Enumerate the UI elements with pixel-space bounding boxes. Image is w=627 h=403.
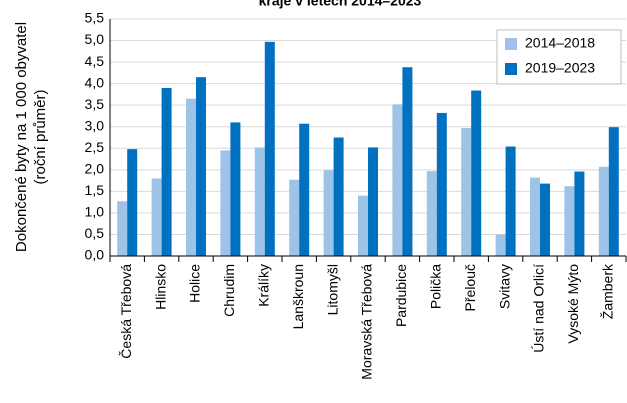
bar	[402, 67, 413, 257]
x-tick-label: Pardubice	[393, 264, 409, 327]
x-tick-label: Polička	[428, 264, 444, 309]
bar	[358, 195, 368, 256]
legend-box	[496, 29, 622, 85]
bar	[127, 149, 138, 256]
y-axis-label: (roční průměr)	[32, 89, 49, 184]
bar	[289, 179, 300, 256]
y-tick-label: 1,0	[85, 204, 105, 220]
bar	[495, 234, 506, 256]
x-tick-label: Lanškroun	[290, 264, 306, 329]
bar	[151, 178, 162, 256]
legend-swatch	[505, 38, 517, 50]
y-tick-label: 2,0	[85, 161, 105, 177]
y-tick-label: 0,0	[85, 247, 105, 263]
y-tick-label: 5,5	[85, 10, 105, 26]
bar	[299, 123, 310, 256]
bar	[230, 122, 241, 256]
x-tick-label: Přelouč	[462, 264, 478, 311]
y-tick-label: 4,0	[85, 74, 105, 90]
x-tick-label: Hlinsko	[152, 264, 168, 310]
x-tick-label: Svitavy	[496, 264, 512, 309]
bar	[530, 177, 540, 256]
bar	[161, 87, 172, 256]
x-tick-label: Moravská Třebová	[359, 264, 375, 380]
bar	[186, 98, 196, 256]
bar	[564, 186, 575, 256]
y-tick-label: 2,5	[85, 139, 105, 155]
bar	[540, 183, 550, 256]
x-tick-label: Chrudim	[221, 264, 237, 317]
bar	[333, 137, 344, 256]
bar	[426, 171, 437, 256]
bar	[196, 77, 206, 256]
y-tick-label: 5,0	[85, 31, 105, 47]
legend-label: 2014–2018	[525, 35, 595, 51]
y-tick-label: 4,5	[85, 53, 105, 69]
bar	[471, 90, 482, 256]
x-tick-label: Holice	[187, 264, 203, 303]
bar	[323, 170, 334, 256]
bar	[264, 41, 275, 256]
y-tick-label: 1,5	[85, 182, 105, 198]
y-tick-label: 3,0	[85, 117, 105, 133]
x-tick-label: Žamberk	[600, 263, 616, 319]
bar	[368, 147, 378, 256]
bar	[598, 166, 609, 256]
x-tick-label: Česká Třebová	[118, 264, 134, 359]
x-tick-label: Vysoké Mýto	[565, 264, 581, 344]
y-tick-label: 3,5	[85, 96, 105, 112]
x-tick-label: Králíky	[256, 264, 272, 307]
bar	[220, 150, 231, 256]
chart-title: kraje v letech 2014–2023	[259, 0, 422, 9]
x-tick-label: Ústí nad Orlicí	[531, 264, 547, 353]
x-tick-label: Litomyšl	[324, 264, 340, 315]
legend-label: 2019–2023	[525, 60, 595, 76]
y-axis-label: Dokončené byty na 1 000 obyvatel	[13, 22, 30, 252]
bar	[254, 147, 265, 256]
bar	[608, 127, 619, 257]
legend-swatch	[505, 63, 517, 75]
bar	[117, 201, 128, 256]
bar	[461, 128, 472, 256]
bar	[505, 146, 516, 256]
bar	[574, 171, 585, 256]
y-tick-label: 0,5	[85, 225, 105, 241]
bar	[392, 104, 403, 256]
bar	[436, 112, 447, 257]
